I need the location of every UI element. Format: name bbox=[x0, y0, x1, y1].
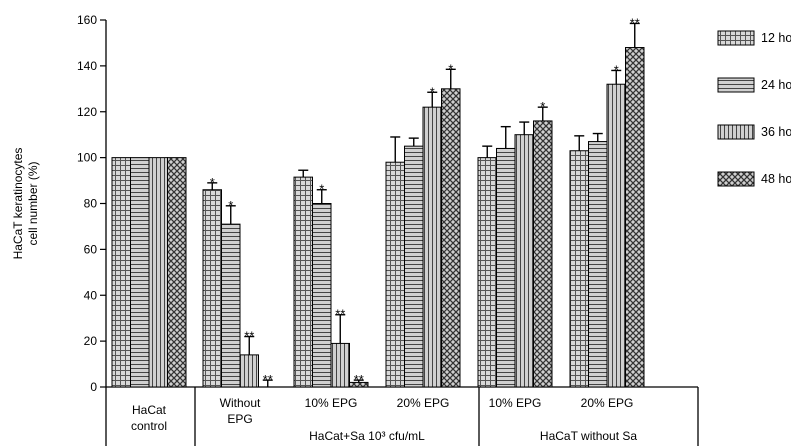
y-tick-label: 160 bbox=[77, 13, 97, 27]
group-label: HaCaT without Sa bbox=[540, 429, 637, 443]
significance-mark: * bbox=[448, 61, 453, 76]
significance-mark: * bbox=[614, 62, 619, 77]
legend-label: 12 hours bbox=[761, 31, 791, 45]
legend-swatch bbox=[717, 124, 755, 140]
y-tick-label: 20 bbox=[84, 334, 98, 348]
category-table: HaCat control Without EPG 10% EPG 20% EPG 10% … bbox=[105, 387, 699, 446]
bar bbox=[202, 189, 222, 388]
significance-mark: * bbox=[430, 84, 435, 99]
significance-mark: ** bbox=[354, 372, 364, 387]
bar bbox=[514, 134, 534, 388]
y-tick-label: 120 bbox=[77, 105, 97, 119]
y-tick-label: 40 bbox=[84, 288, 98, 302]
bar bbox=[330, 342, 350, 388]
legend-item: 24 hours bbox=[717, 77, 791, 93]
legend-label: 48 hours bbox=[761, 172, 791, 186]
legend-label: 24 hours bbox=[761, 78, 791, 92]
bar bbox=[477, 157, 497, 388]
bar bbox=[221, 223, 241, 388]
bar bbox=[441, 88, 461, 388]
category-label: HaCat bbox=[132, 403, 167, 417]
bar bbox=[111, 157, 131, 388]
category-label: 10% EPG bbox=[305, 396, 358, 410]
legend-item: 12 hours bbox=[717, 30, 791, 46]
bar bbox=[496, 147, 516, 388]
significance-mark: ** bbox=[263, 372, 273, 387]
bar bbox=[625, 47, 645, 388]
bar bbox=[239, 354, 259, 388]
legend-swatch bbox=[717, 30, 755, 46]
bar bbox=[148, 157, 168, 388]
y-tick-label: 80 bbox=[84, 197, 98, 211]
legend-item: 36 hours bbox=[717, 124, 791, 140]
bar bbox=[404, 145, 424, 388]
y-axis-label-line: HaCaT keratinocytes bbox=[11, 148, 25, 260]
y-tick-label: 140 bbox=[77, 59, 97, 73]
legend: 12 hours 24 hours 36 hours 48 hours bbox=[717, 30, 791, 187]
significance-mark: * bbox=[210, 175, 215, 190]
legend-item: 48 hours bbox=[717, 171, 791, 187]
category-label: 20% EPG bbox=[397, 396, 450, 410]
legend-swatch bbox=[717, 77, 755, 93]
bar bbox=[606, 83, 626, 388]
legend-swatch bbox=[717, 171, 755, 187]
bar bbox=[569, 150, 589, 388]
y-tick-label: 100 bbox=[77, 151, 97, 165]
bar bbox=[422, 106, 442, 388]
bar bbox=[588, 141, 608, 388]
bar bbox=[312, 203, 332, 388]
bar bbox=[293, 176, 313, 388]
category-label: EPG bbox=[227, 412, 252, 426]
y-tick-label: 0 bbox=[90, 380, 97, 394]
group-label: HaCat+Sa 10³ cfu/mL bbox=[309, 429, 425, 443]
bar bbox=[533, 120, 553, 388]
bar bbox=[385, 161, 405, 388]
significance-mark: ** bbox=[335, 307, 345, 322]
y-axis-label: HaCaT keratinocytes cell number (%) bbox=[11, 148, 40, 260]
bars: *********** ****** bbox=[111, 15, 645, 388]
significance-mark: * bbox=[228, 198, 233, 213]
category-label: control bbox=[131, 419, 167, 433]
significance-mark: * bbox=[540, 99, 545, 114]
significance-mark: ** bbox=[630, 15, 640, 30]
category-label: 10% EPG bbox=[489, 396, 542, 410]
bar bbox=[167, 157, 187, 388]
category-label: 20% EPG bbox=[581, 396, 634, 410]
legend-label: 36 hours bbox=[761, 125, 791, 139]
y-axis-label-line: cell number (%) bbox=[26, 161, 40, 245]
category-label: Without bbox=[220, 396, 261, 410]
y-tick-label: 60 bbox=[84, 242, 98, 256]
significance-mark: * bbox=[319, 182, 324, 197]
bar bbox=[130, 157, 150, 388]
significance-mark: ** bbox=[244, 329, 254, 344]
